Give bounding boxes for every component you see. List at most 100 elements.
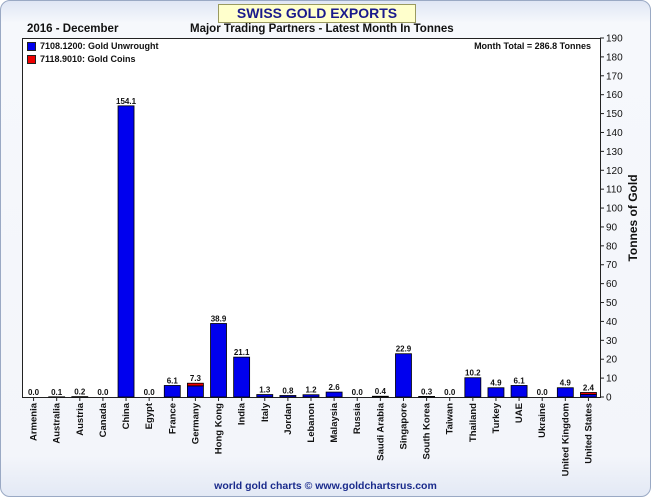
x-tick-label: Ukraine bbox=[537, 403, 548, 438]
data-label: 0.2 bbox=[74, 388, 86, 397]
bar-unwrought bbox=[256, 394, 274, 398]
period-label: 2016 - December bbox=[27, 23, 119, 35]
y-tick-label: 0 bbox=[606, 393, 612, 404]
y-tick-label: 170 bbox=[606, 71, 623, 82]
bar-unwrought bbox=[210, 323, 227, 398]
bar-unwrought bbox=[233, 356, 251, 398]
x-tick-label: UAE bbox=[514, 403, 525, 423]
data-label: 21.1 bbox=[234, 348, 250, 357]
y-tick-label: 80 bbox=[606, 241, 618, 252]
data-label: 2.6 bbox=[329, 383, 341, 392]
x-tick-label: United Kingdom bbox=[560, 403, 571, 476]
x-tick-label: Italy bbox=[260, 402, 271, 422]
y-tick-label: 130 bbox=[606, 147, 623, 158]
legend-swatch-unwrought bbox=[27, 42, 36, 51]
bar-unwrought bbox=[395, 353, 412, 398]
data-label: 6.1 bbox=[514, 376, 526, 385]
data-label: 2.4 bbox=[583, 383, 595, 392]
bar-unwrought bbox=[487, 387, 505, 398]
data-label: 0.0 bbox=[537, 388, 549, 397]
x-tick-label: Germany bbox=[190, 402, 201, 444]
x-tick-label: China bbox=[121, 402, 132, 429]
data-label: 0.0 bbox=[352, 388, 364, 397]
x-tick-label: Canada bbox=[98, 402, 109, 437]
data-label: 0.0 bbox=[28, 388, 40, 397]
y-tick-label: 120 bbox=[606, 166, 623, 177]
bar-coins bbox=[580, 392, 597, 395]
bar-unwrought bbox=[510, 385, 528, 398]
y-tick-label: 150 bbox=[606, 109, 623, 120]
bar-unwrought bbox=[464, 377, 482, 398]
x-tick-label: South Korea bbox=[422, 402, 433, 459]
y-tick-label: 30 bbox=[606, 336, 618, 347]
data-label: 0.1 bbox=[51, 388, 63, 397]
x-tick-label: Egypt bbox=[144, 402, 155, 429]
x-tick-label: Taiwan bbox=[445, 403, 456, 435]
x-tick-label: Saudi Arabia bbox=[375, 402, 386, 460]
y-tick-label: 180 bbox=[606, 52, 623, 63]
x-tick-label: Hong Kong bbox=[214, 403, 225, 454]
data-label: 0.0 bbox=[144, 388, 156, 397]
month-total: Month Total = 286.8 Tonnes bbox=[474, 41, 591, 51]
footer-credit: world gold charts © www.goldchartsrus.co… bbox=[214, 480, 437, 492]
y-tick-label: 20 bbox=[606, 355, 618, 366]
data-label: 4.9 bbox=[490, 379, 502, 388]
bar-unwrought bbox=[371, 395, 389, 398]
x-tick-label: Australia bbox=[52, 402, 63, 443]
data-label: 1.3 bbox=[259, 386, 271, 395]
bar-unwrought bbox=[302, 394, 320, 398]
x-tick-label: Singapore bbox=[398, 403, 409, 449]
chart-subtitle: Major Trading Partners - Latest Month In… bbox=[190, 23, 454, 35]
y-tick-label: 70 bbox=[606, 260, 618, 271]
data-label: 0.0 bbox=[97, 388, 109, 397]
y-tick-label: 160 bbox=[606, 90, 623, 101]
legend-swatch-coins bbox=[27, 55, 36, 64]
bar-unwrought bbox=[325, 391, 343, 398]
data-label: 0.4 bbox=[375, 387, 387, 396]
legend-label-coins: 7118.9010: Gold Coins bbox=[40, 54, 136, 64]
chart-banner-title: SWISS GOLD EXPORTS bbox=[218, 4, 416, 23]
data-label: 22.9 bbox=[396, 345, 412, 354]
y-tick-label: 40 bbox=[606, 317, 618, 328]
legend-item-unwrought: 7108.1200: Gold Unwrought bbox=[27, 40, 159, 53]
data-label: 6.1 bbox=[167, 376, 179, 385]
data-label: 1.2 bbox=[305, 386, 317, 395]
y-tick-label: 190 bbox=[606, 34, 623, 45]
data-label: 154.1 bbox=[116, 97, 137, 106]
y-tick-label: 140 bbox=[606, 128, 623, 139]
data-label: 0.0 bbox=[444, 388, 456, 397]
y-tick-label: 60 bbox=[606, 279, 618, 290]
data-label: 10.2 bbox=[465, 369, 481, 378]
x-tick-label: France bbox=[167, 403, 178, 434]
x-tick-label: Russia bbox=[352, 402, 363, 434]
bar-unwrought bbox=[279, 395, 297, 398]
x-tick-label: Malaysia bbox=[329, 402, 340, 442]
legend: 7108.1200: Gold Unwrought 7118.9010: Gol… bbox=[27, 40, 159, 66]
bar-unwrought bbox=[556, 387, 574, 398]
data-label: 4.9 bbox=[560, 379, 572, 388]
y-tick-label: 90 bbox=[606, 222, 618, 233]
legend-item-coins: 7118.9010: Gold Coins bbox=[27, 53, 159, 66]
data-label: 0.3 bbox=[421, 387, 433, 396]
legend-label-unwrought: 7108.1200: Gold Unwrought bbox=[40, 41, 159, 51]
data-label: 7.3 bbox=[190, 374, 202, 383]
bar-unwrought bbox=[163, 385, 181, 398]
x-tick-label: Armenia bbox=[29, 402, 40, 441]
x-tick-label: Lebanon bbox=[306, 403, 317, 443]
x-tick-label: Turkey bbox=[491, 402, 502, 433]
x-tick-label: Jordan bbox=[283, 403, 294, 435]
data-label: 0.8 bbox=[282, 386, 294, 395]
y-tick-label: 50 bbox=[606, 298, 618, 309]
bar-unwrought bbox=[186, 385, 204, 398]
x-tick-label: United States bbox=[583, 403, 594, 464]
x-tick-label: Thailand bbox=[468, 403, 479, 442]
bar-unwrought bbox=[418, 396, 436, 398]
y-tick-label: 110 bbox=[606, 185, 622, 196]
data-label: 38.9 bbox=[211, 314, 227, 323]
y-tick-label: 10 bbox=[606, 374, 618, 385]
y-tick-label: 100 bbox=[606, 204, 623, 215]
bar-unwrought bbox=[117, 105, 135, 398]
bar-coins bbox=[186, 382, 204, 387]
x-tick-label: Austria bbox=[75, 402, 86, 435]
